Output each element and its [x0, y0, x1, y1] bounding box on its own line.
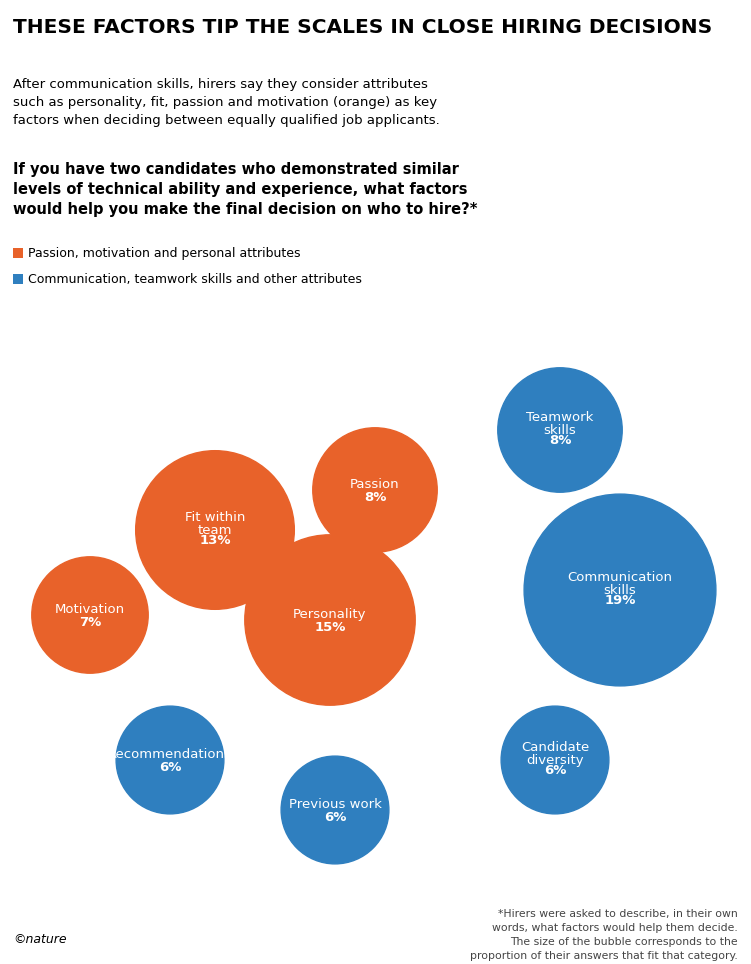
Text: If you have two candidates who demonstrated similar
levels of technical ability : If you have two candidates who demonstra… — [13, 162, 478, 217]
Circle shape — [524, 495, 716, 686]
Circle shape — [116, 706, 224, 814]
Text: Passion: Passion — [350, 478, 400, 492]
Text: ©nature: ©nature — [13, 933, 67, 946]
Text: After communication skills, hirers say they consider attributes
such as personal: After communication skills, hirers say t… — [13, 78, 440, 127]
Text: 6%: 6% — [324, 811, 346, 823]
Text: Communication, teamwork skills and other attributes: Communication, teamwork skills and other… — [28, 273, 362, 285]
Text: Teamwork: Teamwork — [526, 412, 594, 424]
Text: team: team — [198, 524, 232, 538]
Circle shape — [498, 368, 623, 493]
Text: Recommendations: Recommendations — [108, 748, 232, 762]
Circle shape — [281, 756, 389, 864]
Text: skills: skills — [604, 584, 636, 598]
Text: 13%: 13% — [199, 534, 231, 547]
Text: 7%: 7% — [79, 616, 101, 629]
Text: Personality: Personality — [293, 608, 366, 621]
Text: diversity: diversity — [526, 755, 584, 767]
Circle shape — [501, 706, 609, 814]
Text: THESE FACTORS TIP THE SCALES IN CLOSE HIRING DECISIONS: THESE FACTORS TIP THE SCALES IN CLOSE HI… — [13, 18, 712, 37]
Text: skills: skills — [544, 424, 576, 438]
Bar — [13, 248, 23, 258]
Text: Previous work: Previous work — [288, 798, 382, 812]
Text: *Hirers were asked to describe, in their own
words, what factors would help them: *Hirers were asked to describe, in their… — [470, 909, 738, 961]
Text: Communication: Communication — [568, 571, 672, 584]
Text: 8%: 8% — [549, 434, 572, 447]
Text: 19%: 19% — [605, 594, 635, 607]
Text: 8%: 8% — [363, 491, 386, 503]
Text: Candidate: Candidate — [521, 741, 589, 754]
Bar — [13, 274, 23, 284]
Circle shape — [32, 557, 148, 673]
Text: 6%: 6% — [544, 763, 566, 777]
Text: 6%: 6% — [158, 761, 181, 774]
Text: 15%: 15% — [315, 621, 345, 633]
Circle shape — [245, 535, 415, 706]
Text: Fit within: Fit within — [185, 511, 245, 524]
Circle shape — [136, 451, 294, 609]
Circle shape — [312, 428, 437, 552]
Text: Passion, motivation and personal attributes: Passion, motivation and personal attribu… — [28, 247, 300, 259]
Text: Motivation: Motivation — [55, 603, 125, 616]
